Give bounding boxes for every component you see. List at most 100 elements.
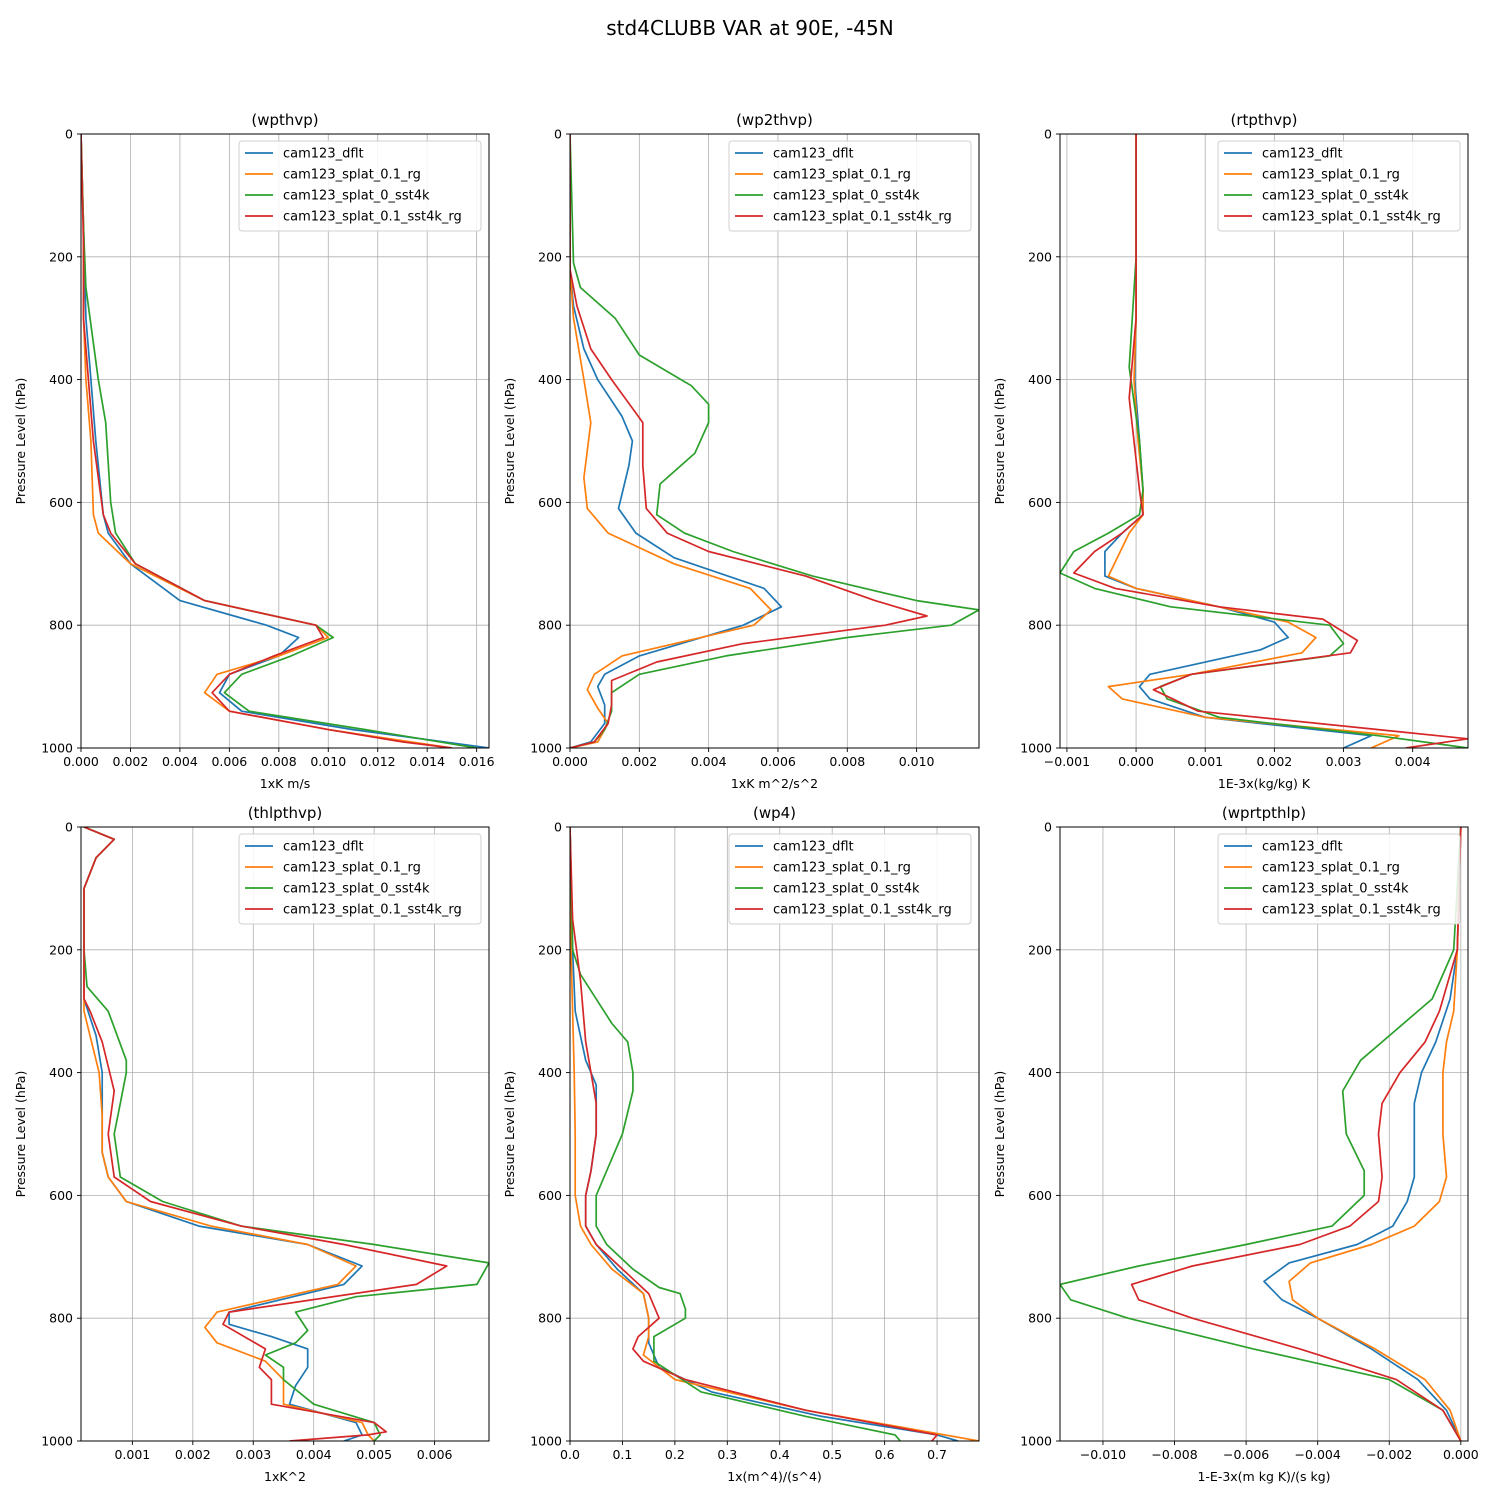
- series-line-cam123_splat_0.1_sst4k_rg: [83, 827, 448, 1441]
- legend-label: cam123_dflt: [283, 147, 364, 162]
- y-axis-label: Pressure Level (hPa): [502, 378, 517, 505]
- subplot-title: (wp2thvp): [736, 111, 813, 129]
- axes-frame: [1059, 133, 1469, 749]
- y-tick-label: 200: [49, 249, 73, 264]
- x-tick-label: 0.004: [691, 754, 727, 769]
- x-tick-label: −0.002: [1366, 1447, 1412, 1462]
- y-tick-label: 800: [49, 618, 73, 633]
- legend-box: [1217, 140, 1461, 232]
- legend-box: [238, 833, 482, 925]
- x-tick-label: 0.005: [356, 1447, 392, 1462]
- legend-label: cam123_splat_0_sst4k: [773, 189, 920, 204]
- x-tick-label: 0.003: [235, 1447, 271, 1462]
- y-tick-label: 200: [1028, 249, 1052, 264]
- y-axis-label: Pressure Level (hPa): [13, 378, 28, 505]
- y-tick-label: 800: [538, 1311, 562, 1326]
- legend-label: cam123_splat_0.1_rg: [1262, 168, 1400, 183]
- axes-frame: [569, 826, 980, 1442]
- x-tick-label: 0.6: [875, 1447, 895, 1462]
- legend-label: cam123_splat_0.1_sst4k_rg: [1262, 903, 1441, 918]
- x-tick-label: 0.3: [717, 1447, 737, 1462]
- x-tick-label: 0.0: [560, 1447, 580, 1462]
- subplot-title: (wpthvp): [251, 111, 318, 129]
- axes-frame: [80, 826, 490, 1442]
- x-tick-label: −0.004: [1295, 1447, 1341, 1462]
- subplot-title: (wp4): [753, 804, 796, 822]
- x-tick-label: 0.000: [1118, 754, 1154, 769]
- y-tick-label: 0: [65, 820, 73, 835]
- x-axis-label: 1xK m/s: [260, 776, 310, 791]
- x-axis-label: 1E-3x(kg/kg) K: [1218, 776, 1311, 791]
- x-tick-label: 0.006: [760, 754, 796, 769]
- y-tick-label: 600: [49, 1188, 73, 1203]
- y-tick-label: 0: [65, 127, 73, 142]
- legend: cam123_dflt cam123_splat_0.1_rg cam123_spl…: [238, 140, 482, 232]
- x-tick-label: −0.006: [1223, 1447, 1269, 1462]
- y-tick-label: 800: [538, 618, 562, 633]
- x-axis-label: 1xK m^2/s^2: [731, 776, 818, 791]
- series-line-cam123_dflt: [1263, 827, 1462, 1441]
- series-line-cam123_splat_0.1_rg: [570, 134, 772, 748]
- legend: cam123_dflt cam123_splat_0.1_rg cam123_spl…: [238, 833, 482, 925]
- axes-frame: [569, 133, 980, 749]
- y-tick-label: 800: [1028, 618, 1052, 633]
- y-tick-label: 600: [1028, 1188, 1052, 1203]
- y-axis-label: Pressure Level (hPa): [992, 378, 1007, 505]
- x-tick-label: 0.001: [1187, 754, 1223, 769]
- legend-label: cam123_splat_0.1_rg: [283, 861, 421, 876]
- series-line-cam123_splat_0_sst4k: [83, 827, 489, 1441]
- legend-label: cam123_splat_0.1_rg: [283, 168, 421, 183]
- subplot-6: −0.010 −0.008 −0.006 −0.004 −0.002 0.000 0 200 4…: [992, 804, 1479, 1484]
- x-axis-label: 1xK^2: [264, 1469, 306, 1484]
- subplot-title: (wprtpthlp): [1222, 804, 1306, 822]
- legend-label: cam123_splat_0.1_rg: [773, 168, 911, 183]
- x-tick-label: 0.000: [63, 754, 99, 769]
- x-tick-label: 0.002: [175, 1447, 211, 1462]
- y-tick-label: 1000: [41, 741, 73, 756]
- x-axis-label: 1-E-3x(m kg K)/(s kg): [1197, 1469, 1330, 1484]
- x-tick-label: 0.000: [552, 754, 588, 769]
- legend-box: [1217, 833, 1461, 925]
- x-tick-label: 0.008: [261, 754, 297, 769]
- subplot-title: (rtpthvp): [1230, 111, 1297, 129]
- x-tick-label: 0.012: [360, 754, 396, 769]
- y-tick-label: 0: [554, 820, 562, 835]
- legend-label: cam123_splat_0_sst4k: [283, 189, 430, 204]
- x-tick-label: 0.006: [211, 754, 247, 769]
- y-tick-label: 800: [49, 1311, 73, 1326]
- x-tick-label: 0.2: [665, 1447, 685, 1462]
- subplot-5: 0.0 0.1 0.2 0.3 0.4 0.5 0.6 0.7 0 200 400 600 800 100…: [502, 804, 980, 1484]
- subplot-2: 0.000 0.002 0.004 0.006 0.008 0.010 0 200 400 600…: [502, 111, 980, 791]
- series-line-cam123_splat_0.1_sst4k_rg: [570, 827, 938, 1441]
- legend-label: cam123_splat_0.1_rg: [773, 861, 911, 876]
- legend: cam123_dflt cam123_splat_0.1_rg cam123_spl…: [1217, 833, 1461, 925]
- y-tick-label: 600: [538, 495, 562, 510]
- x-tick-label: 0.5: [822, 1447, 842, 1462]
- legend-box: [238, 140, 482, 232]
- y-tick-label: 600: [1028, 495, 1052, 510]
- x-tick-label: 0.016: [459, 754, 495, 769]
- x-tick-label: 0.004: [296, 1447, 332, 1462]
- figure-title: std4CLUBB VAR at 90E, -45N: [606, 16, 894, 40]
- y-tick-label: 200: [538, 249, 562, 264]
- x-tick-label: 0.1: [612, 1447, 632, 1462]
- x-tick-label: 0.000: [1443, 1447, 1479, 1462]
- y-tick-label: 400: [538, 1065, 562, 1080]
- legend-label: cam123_splat_0_sst4k: [773, 882, 920, 897]
- legend-label: cam123_splat_0.1_sst4k_rg: [283, 210, 462, 225]
- series-line-cam123_splat_0.1_sst4k_rg: [1130, 827, 1462, 1441]
- y-tick-label: 400: [1028, 1065, 1052, 1080]
- x-tick-label: 0.003: [1326, 754, 1362, 769]
- x-tick-label: 0.002: [113, 754, 149, 769]
- legend-label: cam123_splat_0.1_sst4k_rg: [773, 210, 952, 225]
- legend-label: cam123_splat_0_sst4k: [1262, 882, 1409, 897]
- subplot-1: 0.000 0.002 0.004 0.006 0.008 0.010 0.012 0.014…: [13, 111, 495, 791]
- legend: cam123_dflt cam123_splat_0.1_rg cam123_spl…: [728, 140, 972, 232]
- series-line-cam123_splat_0_sst4k: [1060, 134, 1468, 748]
- y-tick-label: 1000: [41, 1434, 73, 1449]
- y-tick-label: 0: [1044, 127, 1052, 142]
- x-tick-label: 0.004: [1395, 754, 1431, 769]
- x-tick-label: 0.014: [409, 754, 445, 769]
- y-tick-label: 200: [49, 942, 73, 957]
